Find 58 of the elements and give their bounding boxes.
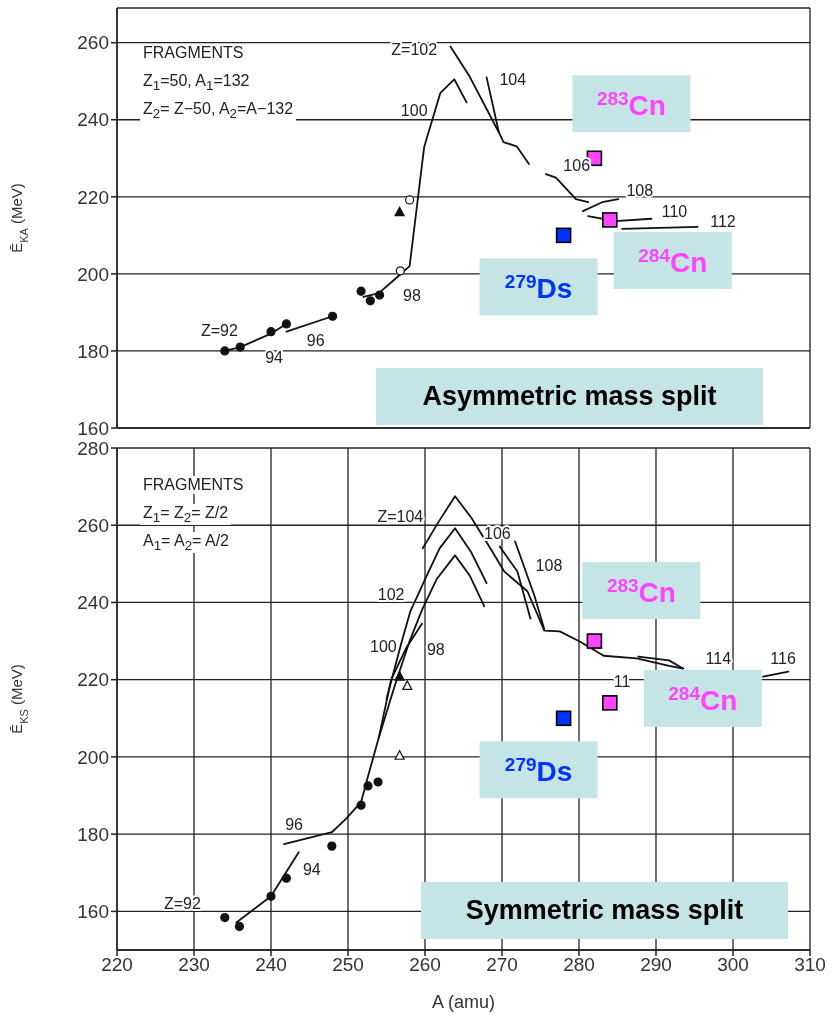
y-tick-label: 220 bbox=[77, 669, 109, 691]
annotation: Z=102 bbox=[391, 40, 438, 58]
y-tick-label: 200 bbox=[77, 746, 109, 768]
series-label: $^{284}$Cn bbox=[638, 244, 708, 278]
annotation: 98 bbox=[426, 640, 445, 658]
series-label: $^{279}$Ds bbox=[504, 270, 573, 305]
annotation: Z$_{2}$= Z−50, A$_{2}$=A−132 bbox=[140, 100, 297, 122]
annotation: Z$_{1}$= Z$_{2}$= Z/2 bbox=[140, 504, 232, 526]
annotation: 96 bbox=[306, 331, 325, 349]
x-axis-title: A (amu) bbox=[431, 992, 496, 1012]
label-box: Symmetric mass split bbox=[421, 882, 788, 939]
annotation: 112 bbox=[710, 212, 736, 230]
label-box: Asymmetric mass split bbox=[376, 368, 763, 425]
x-tick-label: 220 bbox=[101, 954, 133, 976]
annotation: 94 bbox=[265, 349, 284, 367]
annotation: 98 bbox=[403, 287, 421, 305]
annotation: 102 bbox=[377, 585, 405, 603]
y-tick-label: 180 bbox=[77, 823, 109, 845]
annotation: FRAGMENTS bbox=[140, 476, 247, 494]
annotation: 108 bbox=[535, 557, 563, 575]
annotation: A$_{1}$= A$_{2}$= A/2 bbox=[140, 532, 233, 554]
x-tick-label: 310 bbox=[794, 954, 826, 976]
series-label: $^{279}$Ds bbox=[504, 753, 573, 788]
x-tick-label: 240 bbox=[255, 954, 287, 976]
y-tick-label: 160 bbox=[77, 901, 109, 923]
y-tick-label: 280 bbox=[77, 437, 109, 459]
x-tick-label: 290 bbox=[640, 954, 672, 976]
y-tick-label: 240 bbox=[77, 592, 109, 614]
y-tick-label: 180 bbox=[77, 340, 109, 362]
annotation: 96 bbox=[285, 816, 304, 834]
y-tick-label: 200 bbox=[77, 263, 109, 285]
x-tick-label: 260 bbox=[409, 954, 441, 976]
annotation: 110 bbox=[661, 202, 688, 220]
x-tick-label: 300 bbox=[717, 954, 749, 976]
x-tick-label: 270 bbox=[486, 954, 518, 976]
annotation: 104 bbox=[499, 70, 527, 88]
x-tick-label: 250 bbox=[332, 954, 364, 976]
annotation: Z=92 bbox=[200, 321, 238, 339]
x-tick-label: 280 bbox=[563, 954, 595, 976]
x-tick-label: 230 bbox=[178, 954, 210, 976]
series-label: $^{283}$Cn bbox=[596, 87, 666, 122]
annotation: FRAGMENTS bbox=[140, 44, 247, 62]
annotation: Z$_{1}$=50, A$_{1}$=132 bbox=[140, 72, 253, 94]
y-tick-label: 220 bbox=[77, 186, 109, 208]
y-tick-label: 240 bbox=[77, 109, 109, 131]
annotation: 108 bbox=[626, 181, 654, 199]
y-tick-label: 260 bbox=[77, 514, 109, 536]
series-label: $^{283}$Cn bbox=[606, 574, 676, 609]
annotation: 116 bbox=[770, 650, 796, 668]
y-tick-label: 260 bbox=[77, 32, 109, 54]
y-tick-label: 160 bbox=[77, 417, 109, 439]
series-label: $^{284}$Cn bbox=[668, 682, 738, 716]
annotation: Z=104 bbox=[377, 508, 424, 526]
annotation: 114 bbox=[705, 650, 732, 668]
annotation: 100 bbox=[370, 637, 397, 655]
annotation: 100 bbox=[400, 101, 428, 119]
annotation: 106 bbox=[563, 156, 591, 174]
annotation: 94 bbox=[302, 861, 321, 879]
